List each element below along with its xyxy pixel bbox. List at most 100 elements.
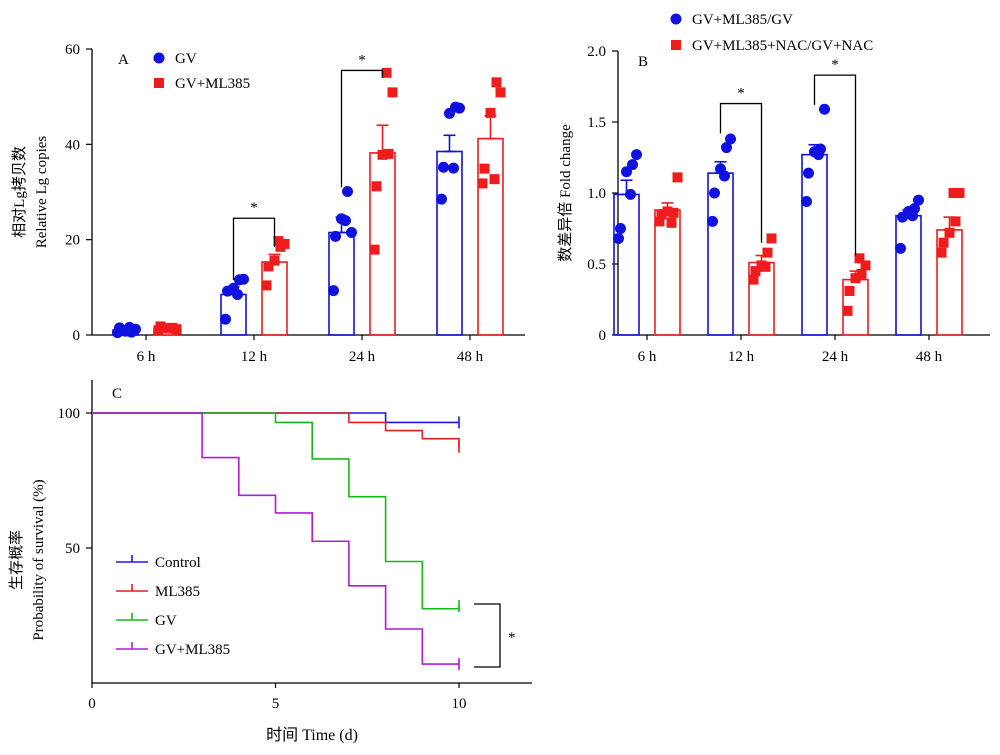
legend-label: GV+ML385+NAC/GV+NAC bbox=[692, 38, 873, 54]
data-point bbox=[273, 236, 284, 247]
data-point bbox=[760, 261, 771, 272]
data-point bbox=[261, 280, 272, 291]
legend-label: GV+ML385/GV bbox=[692, 12, 793, 28]
y-tick-label: 0.5 bbox=[587, 257, 606, 273]
panel-label: B bbox=[638, 54, 648, 70]
data-point bbox=[489, 174, 500, 185]
x-tick-label: 12 h bbox=[728, 349, 755, 365]
bar bbox=[436, 150, 463, 336]
bar bbox=[328, 231, 355, 336]
significance-star: * bbox=[737, 86, 745, 102]
data-point bbox=[850, 273, 861, 284]
data-point bbox=[477, 178, 488, 189]
data-point bbox=[613, 232, 624, 244]
legend-label: GV bbox=[155, 613, 177, 629]
data-point bbox=[854, 253, 865, 264]
data-point bbox=[819, 103, 830, 115]
data-point bbox=[220, 313, 231, 325]
bar bbox=[801, 153, 828, 336]
y-tick-label: 20 bbox=[65, 233, 80, 249]
x-tick-label: 0 bbox=[88, 696, 96, 712]
data-point bbox=[895, 242, 906, 254]
data-point bbox=[762, 247, 773, 258]
survival-curve bbox=[92, 412, 460, 610]
data-point bbox=[171, 324, 182, 335]
significance-bracket bbox=[474, 603, 501, 668]
x-tick-label: 5 bbox=[272, 696, 280, 712]
legend-label: ML385 bbox=[155, 584, 200, 600]
x-tick-label: 12 h bbox=[241, 349, 268, 365]
y-axis-label: Relative Lg copies bbox=[34, 136, 50, 249]
data-point bbox=[948, 188, 959, 198]
data-point bbox=[381, 67, 392, 78]
data-point bbox=[165, 323, 176, 334]
data-point bbox=[656, 209, 667, 220]
data-point bbox=[263, 261, 274, 272]
data-point bbox=[672, 172, 683, 183]
y-tick-label: 1.5 bbox=[587, 115, 606, 131]
x-tick-label: 48 h bbox=[457, 349, 484, 365]
data-point bbox=[803, 167, 814, 179]
panel-label: C bbox=[112, 386, 122, 402]
data-point bbox=[340, 215, 351, 227]
data-point bbox=[491, 77, 502, 88]
panel-a: 0 20 40 60 相对Lg拷贝数 Relative Lg copies A 6 h 12 h… bbox=[11, 42, 525, 365]
data-point bbox=[860, 260, 871, 271]
data-point bbox=[387, 87, 398, 98]
data-point bbox=[269, 255, 280, 266]
significance-star: * bbox=[831, 57, 839, 73]
data-point bbox=[279, 238, 290, 249]
x-tick-label: 24 h bbox=[822, 349, 849, 365]
data-point bbox=[748, 274, 759, 285]
y-tick-label: 0 bbox=[73, 328, 81, 344]
legend-label: GV+ML385 bbox=[175, 76, 250, 92]
panel-c: 50 100 0 5 10 时间 Time (d) 生存概率 Probability of s… bbox=[8, 380, 532, 744]
data-point bbox=[662, 206, 673, 217]
data-point bbox=[436, 193, 447, 205]
data-point bbox=[479, 163, 490, 174]
data-point bbox=[944, 227, 955, 238]
data-point bbox=[454, 102, 465, 114]
bar bbox=[261, 261, 288, 336]
significance-bracket bbox=[813, 74, 857, 256]
bar bbox=[654, 209, 681, 336]
y-axis-label: 生存概率 bbox=[8, 530, 25, 590]
panel-b: 0 0.5 1.0 1.5 2.0 数差异倍 Fold change B 6 h 12 h 24 … bbox=[557, 12, 990, 365]
data-point bbox=[907, 210, 918, 222]
data-point bbox=[448, 162, 459, 174]
data-point bbox=[625, 188, 636, 200]
data-point bbox=[654, 216, 665, 227]
data-point bbox=[232, 288, 243, 300]
data-point bbox=[371, 181, 382, 192]
legend-label: GV+ML385 bbox=[155, 642, 230, 658]
significance-bracket bbox=[719, 102, 763, 243]
legend-label: Control bbox=[155, 555, 201, 571]
data-point bbox=[936, 247, 947, 258]
x-tick-label: 6 h bbox=[137, 349, 156, 365]
data-point bbox=[369, 244, 380, 255]
bar bbox=[895, 214, 922, 336]
data-point bbox=[495, 87, 506, 98]
data-point bbox=[954, 188, 965, 198]
survival-curve bbox=[92, 412, 460, 447]
data-point bbox=[377, 149, 388, 160]
data-point bbox=[813, 149, 824, 161]
legend-marker bbox=[670, 13, 682, 25]
legend-marker bbox=[671, 40, 681, 50]
significance-bracket bbox=[232, 217, 276, 281]
y-tick-label: 1.0 bbox=[587, 186, 606, 202]
x-tick-label: 10 bbox=[452, 696, 467, 712]
data-point bbox=[950, 216, 961, 227]
data-point bbox=[615, 223, 626, 234]
data-point bbox=[124, 321, 135, 333]
y-tick-label: 40 bbox=[65, 137, 80, 153]
data-point bbox=[801, 196, 812, 208]
data-point bbox=[844, 285, 855, 296]
y-tick-label: 0 bbox=[599, 328, 607, 344]
legend-label: GV bbox=[175, 51, 197, 67]
significance-star: * bbox=[508, 630, 516, 646]
data-point bbox=[485, 107, 496, 118]
data-point bbox=[766, 233, 777, 244]
data-point bbox=[383, 148, 394, 159]
data-point bbox=[842, 305, 853, 316]
